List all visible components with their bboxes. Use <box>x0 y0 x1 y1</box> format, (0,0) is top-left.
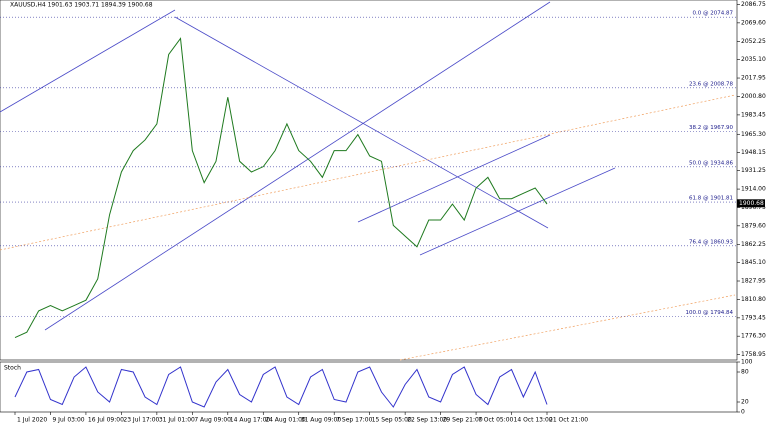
y-tick-label: 1931.25 <box>741 167 766 174</box>
main-panel <box>0 0 738 361</box>
fib-label: 76.4 @ 1860.93 <box>689 239 733 245</box>
y-tick-label: 2000.80 <box>741 93 766 100</box>
trend-line <box>44 1 551 331</box>
y-tick-label: 1793.45 <box>741 314 766 321</box>
current-price-box <box>737 199 765 208</box>
x-tick-label: 22 Sep 13:00 <box>407 417 447 424</box>
x-tick-label: 1 Jul 2020 <box>17 417 47 424</box>
trend-line <box>419 167 616 256</box>
y-tick-label: 1845.10 <box>741 259 766 266</box>
fib-label: 38.2 @ 1967.90 <box>689 125 733 131</box>
x-tick-label: 31 Aug 09:00 <box>301 417 342 424</box>
chart-title: XAUUSD,H4 1901.63 1903.71 1894.39 1900.6… <box>10 2 153 9</box>
y-tick-label: 2069.60 <box>741 19 766 26</box>
x-tick-label: 7 Sep 17:00 <box>336 417 372 424</box>
price-line <box>14 366 548 408</box>
fib-label: 23.6 @ 2008.78 <box>689 81 733 87</box>
y-tick-label: 0 <box>741 409 745 416</box>
price-line <box>14 37 548 339</box>
x-tick-label: 23 Jul 17:00 <box>123 417 159 424</box>
x-tick-label: 7 Aug 09:00 <box>194 417 231 424</box>
x-tick-label: 9 Jul 03:00 <box>52 417 84 424</box>
y-tick-label: 2086.75 <box>741 1 766 8</box>
y-tick-label: 2035.10 <box>741 56 766 63</box>
y-tick-label: 2017.95 <box>741 75 766 82</box>
x-tick-label: 14 Aug 17:00 <box>230 417 271 424</box>
y-tick-label: 1862.25 <box>741 241 766 248</box>
x-tick-label: 16 Jul 09:00 <box>88 417 124 424</box>
trend-line <box>0 9 176 113</box>
fib-label: 0.0 @ 2074.87 <box>693 11 734 17</box>
y-tick-label: 100 <box>741 359 753 366</box>
y-tick-label: 1914.00 <box>741 186 766 193</box>
stoch-title: Stoch <box>4 365 21 372</box>
x-tick-label: 15 Sep 05:00 <box>372 417 412 424</box>
x-tick-label: 29 Sep 21:00 <box>443 417 483 424</box>
y-tick-label: 1776.30 <box>741 333 766 340</box>
fib-label: 50.0 @ 1934.86 <box>689 160 733 166</box>
y-tick-label: 80 <box>741 369 749 376</box>
y-tick-label: 20 <box>741 399 749 406</box>
y-tick-label: 1810.80 <box>741 296 766 303</box>
y-tick-label: 1827.95 <box>741 278 766 285</box>
fib-label: 61.8 @ 1901.81 <box>689 196 733 202</box>
stoch-panel <box>0 361 738 413</box>
x-tick-label: 24 Aug 01:00 <box>265 417 306 424</box>
trend-line <box>357 134 551 223</box>
x-tick-label: 14 Oct 13:00 <box>514 417 553 424</box>
y-tick-label: 2052.25 <box>741 38 766 45</box>
y-tick-label: 1896.75 <box>741 204 766 211</box>
trend-line <box>0 94 736 251</box>
y-tick-label: 1879.60 <box>741 222 766 229</box>
x-tick-label: 21 Oct 21:00 <box>549 417 588 424</box>
y-tick-label: 1948.15 <box>741 149 766 156</box>
x-tick-label: 31 Jul 01:00 <box>159 417 195 424</box>
y-tick-label: 1758.95 <box>741 351 766 358</box>
current-price-label: 1900.68 <box>739 200 764 207</box>
trend-line <box>399 294 736 361</box>
fib-label: 100.0 @ 1794.84 <box>686 310 734 316</box>
y-tick-label: 1965.30 <box>741 131 766 138</box>
y-tick-label: 1983.45 <box>741 111 766 118</box>
x-tick-label: 7 Oct 05:00 <box>478 417 513 424</box>
trend-line <box>174 16 549 229</box>
